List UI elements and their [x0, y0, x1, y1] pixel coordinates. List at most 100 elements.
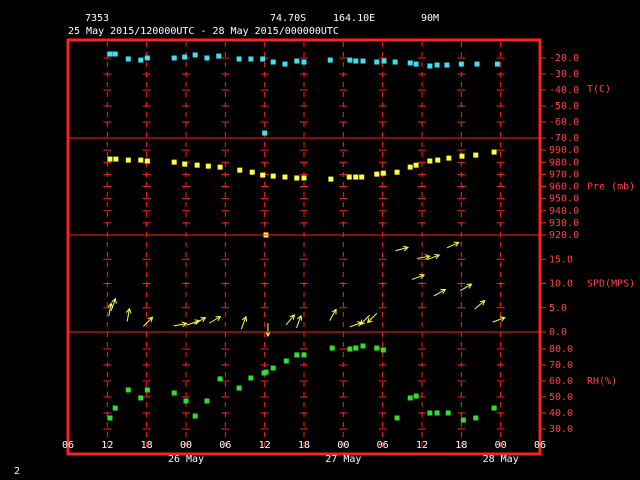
- data-point: [460, 417, 466, 423]
- data-point: [407, 164, 413, 170]
- data-point: [473, 152, 479, 158]
- wind-arrow: [240, 315, 248, 330]
- data-point: [380, 347, 386, 353]
- wind-arrow: [474, 299, 486, 310]
- wind-arrow: [395, 245, 409, 252]
- data-point: [394, 415, 400, 421]
- data-point: [427, 63, 433, 69]
- data-point: [270, 365, 276, 371]
- y-tick-label: 940.0: [549, 206, 579, 217]
- data-point: [374, 171, 380, 177]
- data-point: [473, 415, 479, 421]
- date-label: 28 May: [483, 454, 519, 465]
- longitude: 164.10E: [333, 13, 375, 24]
- data-point: [491, 405, 497, 411]
- y-tick-label: -30.0: [549, 69, 579, 80]
- data-point: [353, 174, 359, 180]
- data-point: [444, 62, 450, 68]
- data-point: [194, 162, 200, 168]
- y-tick-label: 970.0: [549, 169, 579, 180]
- latitude: 74.70S: [270, 13, 306, 24]
- data-point: [262, 130, 268, 136]
- data-point: [301, 175, 307, 181]
- y-tick-label: 50.0: [549, 392, 573, 403]
- data-point: [144, 158, 150, 164]
- data-point: [125, 387, 131, 393]
- wind-arrow: [433, 288, 447, 297]
- data-point: [183, 398, 189, 404]
- wind-arrow: [446, 241, 460, 249]
- y-tick-label: -40.0: [549, 85, 579, 96]
- data-point: [205, 163, 211, 169]
- data-point: [294, 58, 300, 64]
- period: 25 May 2015/120000UTC - 28 May 2015/0000…: [68, 26, 339, 37]
- data-point: [260, 172, 266, 178]
- y-axis-label: SPD(MPS): [587, 279, 635, 290]
- y-tick-label: 80.0: [549, 344, 573, 355]
- data-point: [301, 352, 307, 358]
- wind-arrow: [411, 273, 426, 280]
- wind-arrow: [366, 312, 378, 324]
- data-point: [328, 176, 334, 182]
- data-point: [491, 149, 497, 155]
- wind-arrow: [265, 323, 271, 338]
- data-point: [434, 62, 440, 68]
- date-label: 26 May: [168, 454, 204, 465]
- y-tick-label: 70.0: [549, 360, 573, 371]
- data-point: [270, 173, 276, 179]
- wind-arrow: [416, 254, 431, 260]
- data-point: [204, 398, 210, 404]
- y-tick-label: -50.0: [549, 101, 579, 112]
- wind-arrow: [143, 316, 154, 327]
- data-point: [381, 58, 387, 64]
- data-point: [248, 375, 254, 381]
- data-point: [413, 393, 419, 399]
- data-point: [249, 169, 255, 175]
- y-axis-label: RH(%): [587, 376, 617, 387]
- wind-arrow: [492, 316, 506, 323]
- data-point: [112, 51, 118, 57]
- data-point: [394, 169, 400, 175]
- data-point: [138, 395, 144, 401]
- data-point: [283, 358, 289, 364]
- data-point: [270, 59, 276, 65]
- data-point: [294, 175, 300, 181]
- y-tick-label: 930.0: [549, 218, 579, 229]
- data-point: [171, 159, 177, 165]
- page-number: 2: [14, 466, 20, 477]
- wind-arrow: [460, 283, 473, 292]
- y-tick-label: 980.0: [549, 157, 579, 168]
- data-point: [459, 153, 465, 159]
- data-point: [107, 156, 113, 162]
- data-point: [282, 61, 288, 67]
- data-point: [413, 61, 419, 67]
- wind-arrow: [359, 314, 370, 326]
- data-point: [260, 56, 266, 62]
- data-point: [107, 51, 113, 57]
- data-point: [144, 55, 150, 61]
- data-point: [282, 174, 288, 180]
- data-point: [138, 157, 144, 163]
- data-point: [445, 410, 451, 416]
- data-point: [494, 61, 500, 67]
- x-tick-label: 06: [62, 440, 74, 451]
- data-point: [353, 58, 359, 64]
- wind-arrow: [329, 308, 337, 321]
- data-point: [347, 57, 353, 63]
- data-point: [329, 345, 335, 351]
- data-point: [182, 54, 188, 60]
- data-point: [294, 352, 300, 358]
- wind-arrow: [296, 314, 303, 329]
- station-id: 7353: [85, 13, 109, 24]
- data-point: [407, 395, 413, 401]
- data-point: [474, 61, 480, 67]
- data-point: [407, 60, 413, 66]
- data-point: [346, 174, 352, 180]
- y-tick-label: 40.0: [549, 408, 573, 419]
- data-point: [171, 55, 177, 61]
- data-point: [236, 385, 242, 391]
- data-point: [125, 157, 131, 163]
- data-point: [236, 56, 242, 62]
- wind-arrow: [208, 316, 222, 324]
